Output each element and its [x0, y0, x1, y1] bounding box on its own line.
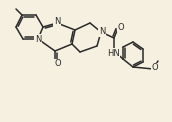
Text: HN: HN [107, 49, 119, 57]
Text: N: N [54, 17, 60, 26]
Text: N: N [35, 35, 41, 44]
Text: O: O [152, 63, 158, 72]
Text: O: O [118, 22, 124, 31]
Text: N: N [99, 27, 105, 36]
Text: O: O [55, 60, 61, 68]
